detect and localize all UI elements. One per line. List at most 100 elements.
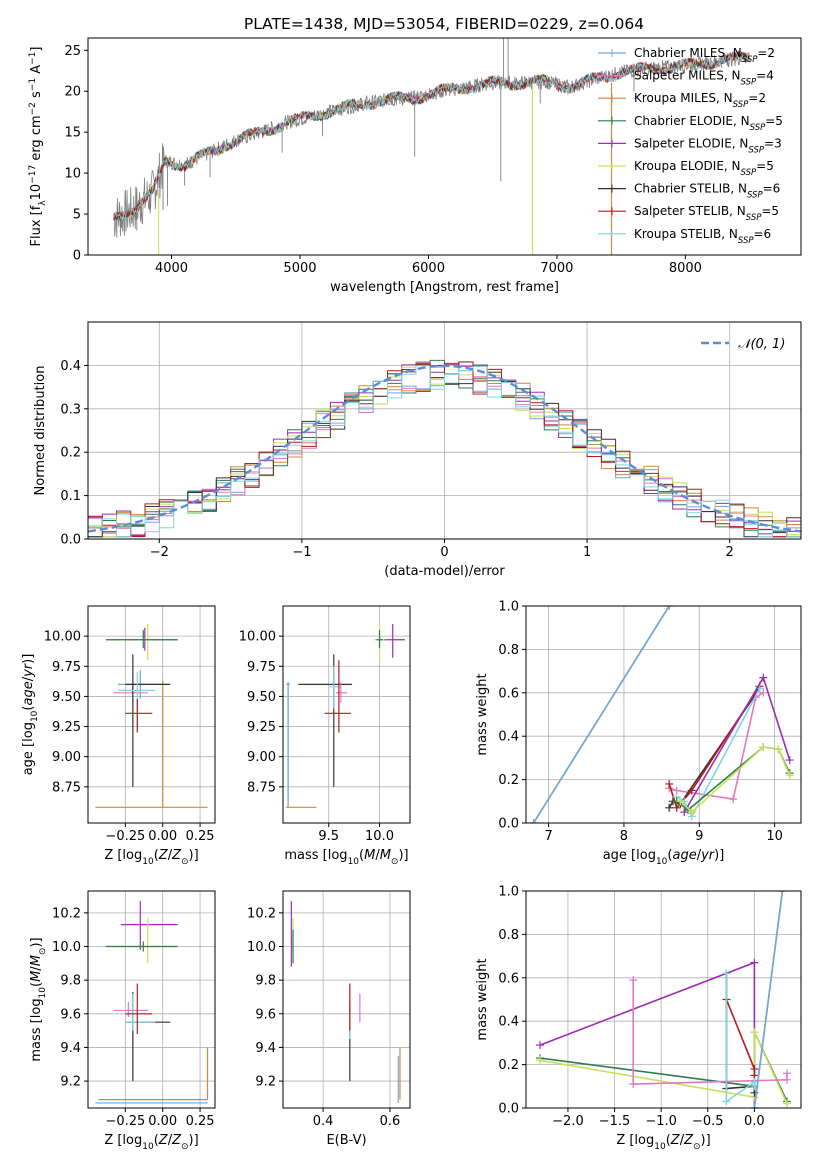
x-axis-label: mass [log10(M/M⊙)] bbox=[284, 848, 408, 867]
y-tick-label: 9.4 bbox=[255, 1041, 276, 1056]
series-salpeter-stelib bbox=[722, 995, 759, 1080]
axes-border bbox=[87, 605, 216, 824]
legend-label-chabrier-elodie: Chabrier ELODIE, NSSP=5 bbox=[634, 114, 783, 133]
series-line bbox=[539, 961, 756, 1108]
x-axis-label: (data-model)/error bbox=[384, 564, 505, 579]
y-tick-label: 0.1 bbox=[60, 489, 81, 504]
errorbar-salpeter-miles bbox=[113, 681, 148, 703]
x-axis-label: Z [log10(Z/Z⊙)] bbox=[104, 848, 198, 867]
data-point-marker bbox=[750, 1028, 759, 1037]
x-tick-label: 0.25 bbox=[186, 829, 215, 844]
model-fit-kroupa-stelib bbox=[113, 51, 750, 222]
y-tick-label: 9.25 bbox=[52, 720, 81, 735]
grid bbox=[88, 606, 215, 823]
x-tick-label: 10 bbox=[766, 829, 783, 844]
x-tick-label: 0.25 bbox=[186, 1114, 215, 1129]
axes-border bbox=[87, 37, 802, 256]
y-tick-label: 9.75 bbox=[247, 660, 276, 675]
axis-frame: 0.4 0.6 9.2 9.4 9.6 9.8 10.0 10.2 bbox=[247, 890, 411, 1129]
model-fit-salpeter-stelib bbox=[113, 51, 750, 221]
y-tick-label: 0.2 bbox=[498, 773, 519, 788]
axes-age_vs_Z: −0.25 0.00 0.25 8.75 9.00 9.25 9.50 9.75 10.00 Z … bbox=[21, 605, 216, 867]
data-point-marker bbox=[529, 819, 538, 823]
x-tick-label: 0.0 bbox=[744, 1114, 765, 1129]
errorbar-kroupa-miles bbox=[98, 1047, 209, 1101]
y-tick-label: 20 bbox=[64, 85, 81, 100]
x-tick-label: −1.0 bbox=[645, 1114, 677, 1129]
errorbar-chabrier-stelib bbox=[125, 991, 171, 1082]
x-tick-label: 2 bbox=[726, 545, 734, 560]
data-point-marker bbox=[535, 1041, 544, 1050]
data-point-marker bbox=[759, 688, 768, 697]
axes-border bbox=[525, 605, 802, 824]
y-axis-label: Normed distribution bbox=[33, 366, 48, 496]
series-kroupa-stelib bbox=[672, 684, 764, 821]
legend-label-salpeter-stelib: Salpeter STELIB, NSSP=5 bbox=[634, 204, 779, 223]
series-line bbox=[532, 606, 670, 823]
errorbar-salpeter-stelib bbox=[125, 983, 153, 1034]
errorbar-kroupa-stelib bbox=[125, 993, 156, 1031]
y-tick-label: 15 bbox=[64, 126, 81, 141]
x-tick-label: −2 bbox=[150, 545, 169, 560]
axes-mw_vs_Z: −2.0 −1.5 −1.0 −0.5 0.0 0.0 0.2 0.4 0.6 0.8 1.0 Z [… bbox=[475, 885, 802, 1152]
x-tick-label: 9 bbox=[695, 829, 703, 844]
y-tick-label: 0.3 bbox=[60, 402, 81, 417]
legend-label-salpeter-elodie: Salpeter ELODIE, NSSP=3 bbox=[634, 136, 782, 155]
x-tick-label: 0.00 bbox=[148, 829, 177, 844]
plot-area bbox=[529, 606, 794, 823]
x-axis-label: wavelength [Angstrom, rest frame] bbox=[330, 280, 559, 295]
data-point-marker bbox=[785, 771, 794, 780]
errorbar-salpeter-elodie bbox=[110, 627, 178, 651]
y-tick-label: 9.8 bbox=[60, 974, 81, 989]
x-axis-label: Z [log10(Z/Z⊙)] bbox=[104, 1133, 198, 1152]
series-line bbox=[725, 999, 756, 1076]
y-tick-label: 9.2 bbox=[255, 1075, 276, 1090]
grid bbox=[283, 891, 410, 1108]
series-salpeter-miles bbox=[629, 975, 792, 1089]
series-line bbox=[539, 1031, 788, 1105]
series-chabrier-elodie bbox=[672, 743, 794, 814]
legend-label-kroupa-miles: Kroupa MILES, NSSP=2 bbox=[634, 91, 766, 110]
y-tick-label: 9.50 bbox=[247, 690, 276, 705]
series-chabrier-miles bbox=[529, 606, 674, 823]
data-point-marker bbox=[629, 975, 638, 984]
axes-age_vs_mass: 9.5 10.0 8.75 9.00 9.25 9.50 9.75 10.00 mass [lo… bbox=[239, 605, 411, 867]
axes-border bbox=[525, 890, 802, 1109]
y-tick-label: 10.0 bbox=[52, 940, 81, 955]
series-line bbox=[753, 891, 784, 1108]
x-tick-label: 7 bbox=[544, 829, 552, 844]
y-tick-label: 8.75 bbox=[247, 780, 276, 795]
y-tick-label: 0.6 bbox=[498, 686, 519, 701]
errorbar-salpeter-miles bbox=[113, 1002, 148, 1018]
legend-spectrum: Chabrier MILES, NSSP=2 Salpeter MILES, NS… bbox=[598, 46, 783, 246]
y-tick-label: 0.2 bbox=[60, 446, 81, 461]
y-tick-label: 0.8 bbox=[498, 643, 519, 658]
y-tick-label: 0.4 bbox=[498, 1015, 519, 1030]
legend-label-chabrier-miles: Chabrier MILES, NSSP=2 bbox=[634, 46, 775, 65]
y-axis-label: mass weight bbox=[475, 958, 490, 1040]
errorbar-kroupa-elodie bbox=[105, 624, 175, 661]
series-kroupa-elodie bbox=[676, 743, 794, 817]
series-chabrier-miles bbox=[750, 891, 787, 1108]
x-tick-label: 7000 bbox=[540, 261, 573, 276]
errorbar-kroupa-miles bbox=[286, 684, 317, 808]
y-tick-label: 0.4 bbox=[60, 359, 81, 374]
data-point-marker bbox=[785, 756, 794, 765]
errorbar-kroupa-stelib bbox=[117, 672, 156, 727]
y-axis-label: age [log10(age/yr)] bbox=[21, 654, 40, 776]
x-axis-label: Z [log10(Z/Z⊙)] bbox=[616, 1133, 710, 1152]
errorbar-chabrier-elodie bbox=[376, 630, 383, 649]
legend-label-chabrier-stelib: Chabrier STELIB, NSSP=6 bbox=[634, 182, 780, 201]
plot-area bbox=[95, 901, 209, 1104]
y-tick-label: 10.0 bbox=[247, 940, 276, 955]
axes-mass_vs_EBV: 0.4 0.6 9.2 9.4 9.6 9.8 10.0 10.2 E(B-V) bbox=[247, 890, 411, 1148]
x-tick-label: −1.5 bbox=[599, 1114, 631, 1129]
axes-border bbox=[282, 890, 411, 1109]
data-point-marker bbox=[729, 795, 738, 804]
y-tick-label: 25 bbox=[64, 44, 81, 59]
y-tick-label: 9.50 bbox=[52, 690, 81, 705]
data-point-marker bbox=[783, 1069, 792, 1078]
errorbar-salpeter-elodie bbox=[379, 624, 405, 658]
y-tick-label: 10.2 bbox=[52, 906, 81, 921]
